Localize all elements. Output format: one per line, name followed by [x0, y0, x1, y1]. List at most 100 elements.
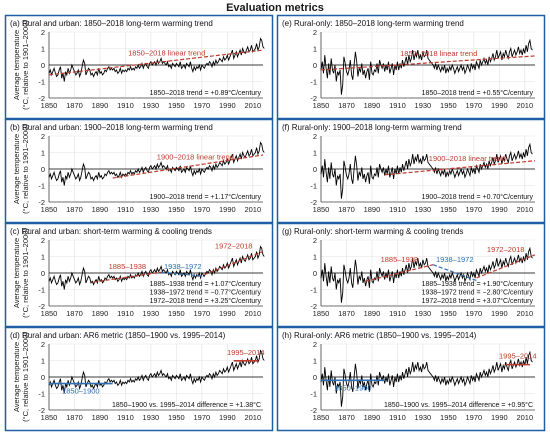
trend-annotation: 1938–1972 trend = −0.77°C/century [150, 289, 262, 297]
x-tick-label: 1890 [364, 101, 381, 110]
y-tick-label: 2 [313, 132, 317, 141]
panel-c: -2 -1 0 1 2 1850 1870 1890 1910 1930 1950 1970 1990 2… [4, 222, 274, 328]
y-tick-label: 2 [41, 236, 45, 245]
x-tick-label: 1850 [41, 101, 58, 110]
x-tick-label: 1850 [313, 309, 330, 318]
x-tick-label: 1870 [66, 413, 83, 422]
y-tick-label: 2 [41, 28, 45, 37]
panel-title: (b) Rural and urban: 1900–2018 long-term… [10, 123, 213, 132]
x-tick-label: 1850 [41, 413, 58, 422]
y-tick-label: -2 [310, 406, 317, 415]
y-tick-label: -1 [310, 78, 317, 87]
x-tick-label: 1890 [364, 309, 381, 318]
y-tick-label: -1 [310, 390, 317, 399]
figure-title: Evaluation metrics [226, 2, 324, 14]
trend-label: 1972–2018 [487, 245, 525, 254]
y-tick-label: -2 [38, 198, 45, 207]
x-tick-label: 1970 [466, 309, 483, 318]
x-tick-label: 1930 [143, 205, 160, 214]
trend-label: 1850–2018 linear trend [128, 48, 205, 57]
x-tick-label: 1890 [92, 205, 109, 214]
trend-line [161, 271, 205, 277]
x-tick-label: 1850 [313, 101, 330, 110]
trend-line [384, 160, 536, 176]
panel-h: -2 -1 0 1 2 1850 1870 1890 1910 1930 1950 1970 1990 2… [276, 326, 546, 432]
x-tick-label: 1990 [219, 309, 236, 318]
trend-label: 1938–1972 [164, 262, 202, 271]
x-tick-label: 1910 [389, 413, 406, 422]
x-tick-label: 2010 [516, 413, 533, 422]
panel-border [276, 222, 546, 328]
y-tick-label: 1 [313, 45, 317, 54]
trend-label: 1972–2018 [215, 242, 253, 251]
x-tick-label: 1870 [66, 101, 83, 110]
trend-line [476, 254, 536, 279]
panel-title: (g) Rural-only: short-term warming & coo… [282, 227, 463, 236]
x-tick-label: 1870 [66, 205, 83, 214]
y-tick-label: 0 [41, 373, 45, 382]
y-tick-label: -1 [38, 286, 45, 295]
x-tick-label: 1950 [168, 205, 185, 214]
y-axis-label: Average temperature(°C, relative to 1901… [12, 228, 30, 318]
x-tick-label: 1910 [117, 205, 134, 214]
trend-line [112, 154, 264, 179]
y-tick-label: -1 [38, 390, 45, 399]
panel-e: -2 -1 0 1 2 1850 1870 1890 1910 1930 1950 1970 1990 2… [276, 14, 546, 120]
temperature-series [48, 349, 265, 394]
x-tick-label: 1870 [338, 413, 355, 422]
x-tick-label: 1870 [338, 309, 355, 318]
y-tick-label: 0 [41, 61, 45, 70]
x-tick-label: 1890 [92, 101, 109, 110]
trend-line [365, 264, 434, 282]
x-tick-label: 1890 [92, 413, 109, 422]
period-label: 1850–1900 [62, 387, 100, 396]
y-tick-label: 2 [41, 132, 45, 141]
y-tick-label: -1 [310, 182, 317, 191]
x-tick-label: 1950 [168, 413, 185, 422]
trend-annotation: 1850–2018 trend = +0.55°C/century [422, 89, 534, 97]
y-tick-label: 1 [41, 357, 45, 366]
trend-annotation: 1900–2018 trend = +0.70°C/century [422, 193, 534, 201]
x-tick-label: 1970 [466, 205, 483, 214]
x-tick-label: 2010 [516, 101, 533, 110]
period-label: 1995–2014 [227, 348, 265, 357]
trend-annotation: 1850–1900 vs. 1995–2014 difference = +1.… [112, 401, 261, 409]
temperature-series [320, 350, 533, 407]
y-tick-label: 2 [313, 28, 317, 37]
y-tick-label: 0 [313, 165, 317, 174]
trend-label: 1900–2018 linear trend [157, 152, 234, 161]
temperature-series [320, 38, 533, 95]
x-tick-label: 1850 [313, 413, 330, 422]
x-tick-label: 1970 [466, 413, 483, 422]
period-label: 1850–1900 [334, 383, 372, 392]
trend-annotation: 1850–2018 trend = +0.89°C/century [150, 89, 262, 97]
y-tick-label: 1 [313, 357, 317, 366]
period-label: 1995–2014 [499, 352, 537, 361]
panel-d: -2 -1 0 1 2 1850 1870 1890 1910 1930 1950 1970 1990 2… [4, 326, 274, 432]
x-tick-label: 1910 [117, 101, 134, 110]
x-tick-label: 1970 [194, 205, 211, 214]
trend-label: 1900–2018 linear trend [429, 154, 506, 163]
panel-a: -2 -1 0 1 2 1850 1870 1890 1910 1930 1950 1970 1990 2… [4, 14, 274, 120]
x-tick-label: 1990 [491, 101, 508, 110]
y-tick-label: 1 [41, 149, 45, 158]
x-tick-label: 1890 [364, 205, 381, 214]
panel-f: -2 -1 0 1 2 1850 1870 1890 1910 1930 1950 1970 1990 2… [276, 118, 546, 224]
panel-title: (f) Rural-only: 1900–2018 long-term warm… [282, 123, 462, 132]
x-tick-label: 1950 [440, 309, 457, 318]
temperature-series [48, 245, 265, 290]
y-tick-label: -1 [38, 182, 45, 191]
x-tick-label: 1990 [219, 101, 236, 110]
panel-title: (d) Rural and urban: AR6 metric (1850–19… [10, 331, 226, 340]
x-tick-label: 1990 [491, 309, 508, 318]
x-tick-label: 1990 [219, 413, 236, 422]
x-tick-label: 2010 [244, 309, 261, 318]
y-tick-label: -2 [38, 302, 45, 311]
x-tick-label: 1990 [491, 205, 508, 214]
trend-annotation: 1885–1938 trend = +1.90°C/century [422, 280, 534, 288]
y-tick-label: -2 [310, 198, 317, 207]
temperature-series [48, 141, 265, 186]
trend-line [93, 271, 162, 283]
